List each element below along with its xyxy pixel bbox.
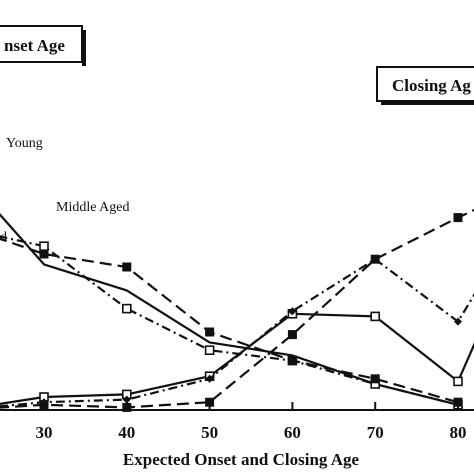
onset-age-box-label: nset Age [4, 36, 65, 55]
data-point-young-closing [453, 376, 463, 387]
series-line-middle-onset [0, 235, 459, 406]
data-point-old-closing [287, 330, 297, 340]
series-line-old-onset [0, 237, 459, 404]
x-tick-label: 60 [284, 423, 301, 442]
series-label-old: d [0, 230, 7, 245]
x-tick-label: 40 [118, 423, 135, 442]
data-point-middle-closing [205, 374, 214, 383]
data-point-old-onset [205, 327, 215, 337]
data-point-old-onset [39, 249, 49, 259]
x-axis-title: Expected Onset and Closing Age [123, 450, 360, 469]
series-label-young: Young [6, 136, 43, 151]
data-point-middle-onset [39, 241, 49, 251]
data-point-middle-onset [204, 345, 215, 356]
data-point-old-onset [370, 374, 380, 384]
data-point-young-closing [370, 311, 381, 322]
x-tick-label: 70 [367, 423, 384, 442]
data-point-old-onset [122, 262, 132, 272]
series-line-middle-closing [0, 258, 474, 408]
closing-age-box: Closing Ag [376, 66, 474, 105]
data-point-middle-closing [454, 317, 462, 326]
x-tick-label: 80 [450, 423, 467, 442]
series-label-middle-aged: Middle Aged [56, 200, 130, 215]
series-line-young-closing [0, 312, 474, 406]
data-point-old-closing [453, 213, 463, 223]
onset-age-box: nset Age [0, 25, 86, 66]
closing-age-box-label: Closing Ag [392, 76, 471, 95]
data-point-old-onset [287, 356, 297, 366]
x-axis-ticks: 30 40 50 60 70 80 [36, 402, 467, 442]
data-point-middle-closing [122, 395, 131, 404]
data-point-middle-onset [122, 303, 132, 314]
series-line-old-closing [0, 208, 474, 409]
data-point-old-closing [370, 254, 380, 264]
x-tick-label: 30 [36, 423, 53, 442]
data-point-middle-closing [288, 307, 297, 316]
x-tick-label: 50 [201, 423, 218, 442]
